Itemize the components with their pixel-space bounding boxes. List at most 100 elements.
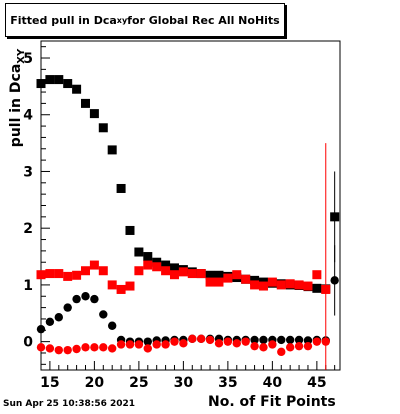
- data-point-square: [312, 270, 322, 280]
- x-tick-label: 25: [129, 375, 148, 391]
- data-point-circle: [250, 335, 259, 345]
- data-point-square: [223, 273, 233, 283]
- x-tick-label: 40: [263, 375, 283, 391]
- data-point-square: [152, 257, 162, 267]
- data-point-square: [45, 75, 55, 85]
- data-point-circle: [196, 334, 206, 344]
- data-point-square: [205, 270, 215, 280]
- data-point-square: [241, 274, 251, 284]
- data-point-circle: [170, 337, 179, 346]
- data-point-square: [161, 266, 171, 276]
- y-tick-label: 3: [23, 164, 33, 180]
- data-point-square: [134, 266, 144, 276]
- data-point-square: [54, 75, 64, 85]
- x-tick-label: 45: [307, 375, 326, 391]
- data-point-circle: [143, 344, 152, 353]
- data-point-circle: [107, 344, 117, 353]
- y-axis-title-sub: XY: [16, 48, 27, 64]
- data-point-circle: [81, 292, 90, 301]
- data-point-square: [80, 98, 90, 108]
- data-point-circle: [72, 294, 81, 304]
- x-tick-label: 30: [174, 375, 194, 391]
- data-point-circle: [277, 335, 286, 345]
- data-point-square: [267, 277, 277, 287]
- data-point-circle: [188, 334, 197, 344]
- data-point-square: [125, 225, 135, 235]
- data-point-circle: [303, 341, 313, 351]
- data-point-square: [169, 263, 179, 273]
- data-point-square: [330, 212, 340, 222]
- data-point-circle: [81, 343, 90, 352]
- data-point-square: [63, 271, 73, 281]
- data-point-square: [232, 270, 242, 280]
- data-point-circle: [285, 343, 295, 352]
- data-point-circle: [259, 335, 268, 345]
- data-point-square: [214, 270, 224, 280]
- x-tick-label: 35: [218, 375, 237, 391]
- data-point-circle: [107, 321, 117, 330]
- y-tick-label: 5: [23, 51, 33, 67]
- data-point-square: [36, 79, 46, 89]
- data-point-square: [258, 281, 268, 291]
- data-point-circle: [116, 340, 126, 349]
- data-point-square: [72, 84, 82, 94]
- data-point-circle: [90, 343, 99, 352]
- data-point-circle: [99, 343, 108, 352]
- data-point-square: [303, 281, 313, 291]
- data-point-square: [116, 284, 126, 294]
- data-point-square: [45, 269, 55, 279]
- data-point-circle: [321, 337, 330, 346]
- data-point-square: [72, 270, 82, 280]
- x-axis-title: No. of Fit Points: [208, 394, 336, 410]
- chart-title-rest: for Global Rec All NoHits: [127, 13, 280, 27]
- data-point-square: [294, 280, 304, 290]
- data-point-square: [89, 260, 99, 270]
- data-point-square: [89, 109, 99, 119]
- data-point-square: [98, 123, 108, 133]
- data-point-circle: [179, 339, 188, 348]
- data-point-circle: [63, 303, 72, 312]
- data-point-square: [116, 183, 126, 193]
- data-point-circle: [125, 340, 135, 349]
- data-point-square: [98, 266, 108, 276]
- data-point-square: [36, 270, 46, 280]
- data-point-circle: [161, 340, 170, 349]
- data-point-square: [285, 279, 295, 289]
- data-marks: [36, 75, 340, 370]
- data-point-square: [276, 280, 286, 290]
- data-point-circle: [223, 337, 233, 346]
- data-point-circle: [330, 276, 339, 285]
- data-point-square: [107, 145, 117, 155]
- data-point-square: [187, 269, 197, 279]
- y-tick-label: 1: [23, 278, 33, 294]
- data-point-circle: [214, 339, 224, 348]
- data-point-circle: [268, 340, 277, 349]
- chart-title: Fitted pull in Dca xy for Global Rec All …: [5, 3, 285, 37]
- data-point-circle: [72, 344, 81, 354]
- data-point-square: [250, 275, 260, 285]
- data-point-circle: [312, 337, 322, 346]
- data-point-circle: [259, 343, 268, 352]
- data-point-circle: [90, 294, 99, 304]
- data-point-square: [312, 283, 322, 293]
- data-point-square: [205, 277, 215, 287]
- y-tick-label: 4: [23, 108, 33, 124]
- data-point-circle: [250, 341, 259, 351]
- data-point-circle: [54, 313, 63, 322]
- timestamp: Sun Apr 25 10:38:56 2021: [3, 399, 136, 409]
- chart-title-main: Fitted pull in Dca: [10, 13, 117, 27]
- data-point-square: [178, 267, 188, 277]
- y-axis-title-main: pull in Dca: [8, 64, 24, 147]
- data-point-circle: [36, 343, 46, 352]
- y-tick-label: 0: [23, 335, 33, 351]
- data-point-square: [143, 260, 153, 270]
- data-point-circle: [99, 310, 108, 319]
- x-tick-label: 20: [85, 375, 105, 391]
- data-point-circle: [45, 344, 55, 353]
- data-point-square: [161, 260, 171, 270]
- chart-title-sub: xy: [116, 15, 128, 25]
- plot-frame: [40, 40, 341, 371]
- data-point-square: [107, 280, 117, 290]
